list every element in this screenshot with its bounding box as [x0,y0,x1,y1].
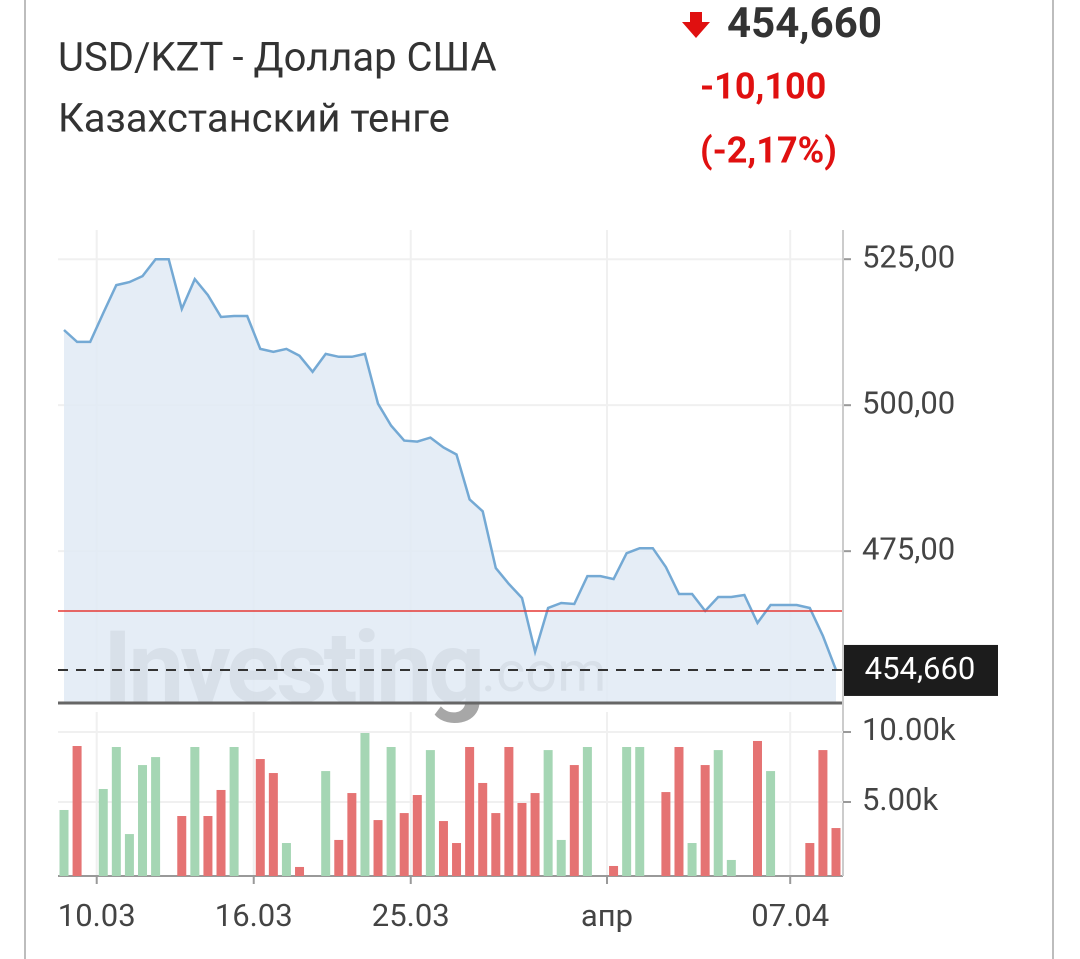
y-tick-label: 10.00k [862,711,956,748]
last-price-label: 454,660 [865,650,976,687]
volume-bar [452,843,462,876]
volume-bar [530,793,540,876]
x-tick-label: апр [581,897,633,934]
y-tick-label: 475,00 [862,530,955,567]
volume-bar [818,750,828,876]
volume-bar [582,746,592,876]
volume-bar [766,771,776,876]
y-tick-label: 525,00 [862,238,955,275]
last-price-box [843,644,998,696]
volume-bar [831,828,841,876]
volume-bar [124,834,134,876]
area [64,259,836,703]
volume-bar [268,773,278,876]
title-line: USD/KZT - Доллар США [58,34,497,81]
volume-bar [543,750,553,876]
volume-bar [438,821,448,876]
volume-bar [661,792,671,876]
volume-bar [556,839,566,876]
volume-bar [138,765,148,876]
volume-bar [98,788,108,876]
volume-bar [687,843,697,876]
price: 454,660 [727,0,882,48]
volume-bar [726,859,736,876]
volume-bar [229,746,239,876]
volume-bar [334,839,344,876]
volume-bar [373,820,383,876]
volume-bar [674,746,684,876]
volume-bar [203,816,213,876]
volume-bar [569,765,579,876]
change: -10,100 [700,66,826,108]
title-line: Казахстанский тенге [58,95,450,142]
volume-bar [255,759,265,876]
volume-bar [609,865,619,876]
volume-bar [177,816,187,876]
volume-bar [216,789,226,876]
volume-bar [635,746,645,876]
x-tick-label: 25.03 [372,897,450,934]
volume-bar [399,813,409,876]
volume-bar [478,782,488,876]
change-pct: (-2,17%) [700,130,837,172]
x-tick-label: 16.03 [215,897,293,934]
volume-bar [805,843,815,876]
volume-bar [295,866,305,876]
volume-bar [412,795,422,876]
line [63,257,838,671]
x-tick-label: 10.03 [58,897,136,934]
chart: 10.03 16.03 25.03 апр 07.04 525,00 500,00 475,0… [58,230,998,934]
volume-bar [360,732,370,876]
volume-bar [622,746,632,876]
volume-bar [713,750,723,876]
volume-bar [59,809,69,876]
volume-bar [190,746,200,876]
down-arrow [682,12,710,38]
x-tick-label: 07.04 [751,897,829,934]
volume-bar [465,746,475,876]
volume-bar [504,746,514,876]
y-tick-label: 500,00 [862,384,955,421]
y-tick-label: 5.00k [862,781,938,818]
volume-bar [321,771,331,876]
volume-bar [72,746,82,876]
volume-bar [517,802,527,876]
volume-bar [386,746,396,876]
volume-bar [281,843,291,876]
volume-bar [425,750,435,876]
volume-bar [700,765,710,876]
volume-bar [347,793,357,876]
volume-bar [111,746,121,876]
volume-bar [491,813,501,876]
volume-bar [752,740,762,876]
volume-bar [151,757,161,876]
